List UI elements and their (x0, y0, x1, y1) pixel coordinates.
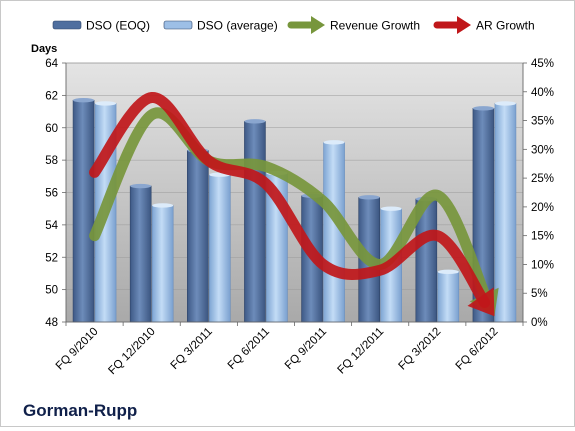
legend-swatch-dso-eoq- (52, 20, 82, 30)
line-layer (89, 92, 499, 317)
x-tick-label: FQ 3/2012 (397, 326, 444, 373)
bar-dso-eoq (72, 99, 95, 323)
x-tick-label: FQ 6/2012 (454, 326, 501, 373)
bar-top (358, 195, 380, 200)
legend-arrow-revenue-growth (311, 16, 325, 34)
bar-top (244, 119, 266, 124)
y-tick-label-right: 40% (531, 87, 554, 99)
y-axis-label-left: Days (31, 43, 57, 55)
y-tick-label-left: 50 (45, 285, 58, 297)
y-tick-label-left: 58 (45, 155, 58, 167)
y-tick-label-left: 52 (45, 252, 58, 264)
x-tick-label: FQ 9/2011 (283, 326, 329, 372)
bar-top (95, 101, 117, 106)
bar-top (472, 106, 494, 111)
y-tick-label-right: 30% (531, 144, 554, 156)
y-tick-label-right: 25% (531, 173, 554, 185)
y-tick-label-right: 20% (531, 202, 554, 214)
bar-dso-eoq (187, 150, 209, 323)
x-tick-label: FQ 3/2011 (169, 326, 215, 372)
chart-title: Gorman-Rupp (23, 401, 137, 420)
y-tick-label-left: 54 (45, 220, 58, 232)
legend-label-revenue-growth: Revenue Growth (330, 19, 420, 33)
bar-dso-eoq (244, 120, 266, 323)
bar-top (494, 101, 516, 106)
series-line-revenue-growth (89, 107, 493, 307)
legend-label-dso-average-: DSO (average) (197, 19, 278, 33)
y-tick-label-right: 15% (531, 231, 554, 243)
series-arrowhead-ar-growth (467, 287, 495, 317)
y-tick-label-right: 10% (531, 259, 554, 271)
series-line-ar-growth (89, 92, 491, 309)
y-tick-label-left: 56 (45, 188, 58, 200)
bar-top (380, 206, 402, 211)
legend-label-dso-eoq-: DSO (EOQ) (86, 19, 150, 33)
y-tick-label-right: 35% (531, 116, 554, 128)
bar-top (73, 98, 95, 103)
y-tick-label-left: 62 (45, 90, 58, 102)
bar-dso-average (151, 205, 174, 323)
x-tick-label: FQ 6/2011 (226, 326, 272, 372)
legend-label-ar-growth: AR Growth (476, 19, 535, 33)
y-tick-label-left: 48 (45, 317, 58, 329)
bar-top (130, 183, 152, 189)
x-tick-label: FQ 9/2010 (54, 326, 101, 373)
y-tick-label-left: 60 (45, 123, 58, 135)
y-tick-label-right: 5% (531, 288, 548, 300)
legend-arrow-ar-growth (457, 16, 471, 34)
legend-swatch-dso-average- (163, 20, 193, 30)
x-tick-label: FQ 12/2010 (106, 326, 157, 377)
bar-dso-eoq (129, 185, 152, 323)
legend: DSO (EOQ) DSO (average) Revenue Growth AR G… (52, 16, 535, 34)
bar-top (152, 203, 174, 208)
y-tick-label-left: 64 (45, 58, 58, 70)
bar-dso-average (437, 271, 460, 323)
x-tick-label: FQ 12/2011 (335, 326, 386, 377)
y-tick-label-right: 0% (531, 317, 548, 329)
bar-dso-average (209, 174, 231, 323)
bar-top (437, 269, 459, 275)
bar-top (323, 140, 345, 145)
y-tick-label-right: 45% (531, 58, 554, 70)
